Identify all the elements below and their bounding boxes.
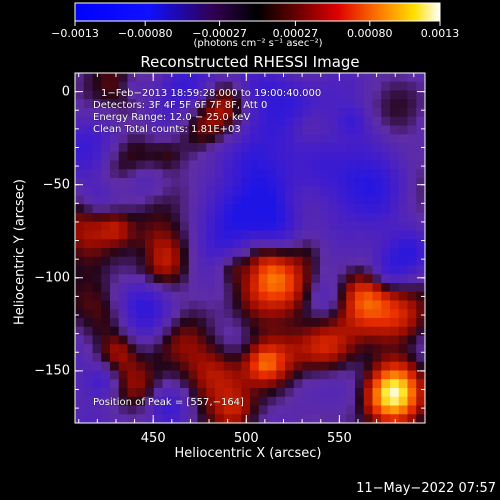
chart-title: Reconstructed RHESSI Image — [140, 53, 360, 71]
y-tick-label: −150 — [34, 363, 70, 379]
y-tick-label: −100 — [34, 270, 70, 286]
x-tick-label: 550 — [326, 431, 352, 446]
y-axis-label: Heliocentric Y (arcsec) — [12, 179, 28, 325]
colorbar-tick-label: −0.0013 — [51, 27, 99, 40]
colorbar-tick-label: 0.00027 — [272, 27, 319, 40]
colorbar-unit: (photons cm⁻² s⁻¹ asec⁻²) — [193, 38, 323, 49]
colorbar — [74, 2, 441, 26]
timestamp: 11−May−2022 07:57 — [356, 481, 496, 496]
plot-frame — [74, 72, 426, 424]
x-tick-label: 500 — [233, 431, 259, 446]
heatmap-cells — [75, 73, 426, 424]
colorbar-gradient — [74, 2, 441, 22]
annotation-clean-counts: Clean Total counts: 1.81E+03 — [93, 124, 241, 135]
y-tick-label: 0 — [61, 84, 70, 100]
annotation-detectors: Detectors: 3F 4F 5F 6F 7F 8F, Att 0 — [93, 100, 268, 111]
annotation-time-range: 1−Feb−2013 18:59:28.000 to 19:00:40.000 — [101, 88, 322, 99]
y-tick-label: −50 — [42, 177, 70, 193]
x-tick-label: 450 — [140, 431, 166, 446]
axis-ticks — [75, 72, 425, 423]
colorbar-ticks — [74, 21, 441, 26]
colorbar-tick-label: 0.00080 — [347, 27, 393, 40]
colorbar-tick-label: −0.00080 — [117, 27, 173, 40]
x-axis-label: Heliocentric X (arcsec) — [174, 446, 322, 461]
colorbar-tick-label: 0.0013 — [420, 27, 460, 40]
colorbar-tick-label: −0.00027 — [192, 27, 247, 40]
annotation-energy-range: Energy Range: 12.0 − 25.0 keV — [93, 112, 251, 123]
annotation-peak-position: Position of Peak = [557,−164] — [93, 397, 244, 408]
